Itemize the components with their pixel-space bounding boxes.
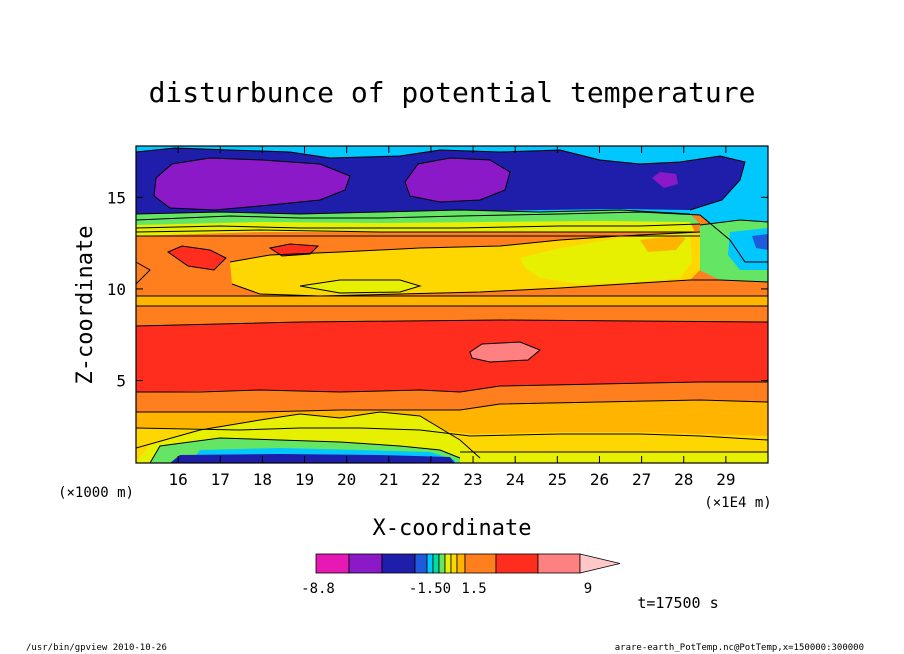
- time-label: t=17500 s: [637, 594, 718, 612]
- contour-fills: [136, 146, 768, 463]
- colorbar-label-pos: 1.5: [461, 581, 486, 597]
- x-unit-left-label: (×1000 m): [58, 485, 134, 501]
- colorbar-label-min: -8.8: [301, 581, 335, 597]
- x-tick-label: 17: [211, 470, 230, 489]
- colorbar-segment: [432, 553, 440, 574]
- chart-title: disturbunce of potential temperature: [149, 76, 756, 109]
- contour-fill-upper-violet-3: [652, 172, 678, 188]
- x-tick-label: 21: [379, 470, 398, 489]
- colorbar-labels: -8.8 -1.50 1.5 9: [301, 581, 592, 597]
- y-tick-label: 5: [116, 372, 126, 391]
- colorbar-segment: [381, 553, 416, 574]
- x-tick-label: 27: [632, 470, 651, 489]
- x-tick-label: 20: [337, 470, 356, 489]
- colorbar-label-max: 9: [584, 581, 592, 597]
- y-tick-label: 10: [107, 280, 126, 299]
- plot-frame: [135, 145, 769, 464]
- colorbar-label-neg: -1.50: [409, 581, 451, 597]
- colorbar: [315, 553, 621, 574]
- x-axis-label: X-coordinate: [373, 516, 532, 541]
- contour-lines: [136, 147, 768, 463]
- x-tick-label: 24: [506, 470, 525, 489]
- x-tick-label: 28: [674, 470, 693, 489]
- colorbar-segment: [315, 553, 350, 574]
- x-tick-label: 29: [716, 470, 735, 489]
- x-tick-label: 22: [421, 470, 440, 489]
- colorbar-segment: [450, 553, 458, 574]
- colorbar-segment: [495, 553, 539, 574]
- footer-right: arare-earth_PotTemp.nc@PotTemp,x=150000:…: [615, 643, 864, 653]
- contour-fill-red-core: [136, 320, 768, 392]
- contour-fill-pink-blob: [470, 342, 540, 362]
- contour-fill-upper-violet-2: [405, 158, 510, 202]
- y-tick-label: 15: [107, 188, 126, 207]
- contour-fill-surface-yellow-right: [460, 452, 768, 463]
- contour-fill-mid-red-1: [168, 246, 226, 270]
- contour-fill-lower-lightorange: [136, 400, 768, 440]
- colorbar-segment: [464, 553, 497, 574]
- contour-fill-thin-band: [136, 296, 768, 306]
- x-tick-label: 19: [295, 470, 314, 489]
- colorbar-segment: [348, 553, 383, 574]
- x-axis-ticks: 16 17 18 19 20 21 22 23 24 25 26 27 28 29: [169, 146, 735, 489]
- contour-fill-lower-orange: [136, 382, 768, 412]
- x-tick-label: 18: [253, 470, 272, 489]
- colorbar-extension-arrow: [579, 553, 621, 574]
- x-tick-label: 23: [463, 470, 482, 489]
- y-axis-label: Z-coordinate: [73, 226, 98, 385]
- contour-fill-surface-blue: [170, 454, 455, 463]
- colorbar-segment: [444, 553, 452, 574]
- contour-fill-mid-lightyellow-2: [300, 280, 420, 293]
- x-tick-label: 25: [548, 470, 567, 489]
- x-unit-right-label: (×1E4 m): [704, 495, 771, 511]
- colorbar-segment: [426, 553, 434, 574]
- contour-fill-right-blue: [752, 234, 768, 250]
- contour-fill-mid-orange-pocket: [640, 236, 686, 252]
- footer-left: /usr/bin/gpview 2010-10-26: [26, 643, 167, 653]
- x-tick-label: 16: [169, 470, 188, 489]
- colorbar-segment: [537, 553, 581, 574]
- colorbar-segment: [456, 553, 466, 574]
- y-axis-ticks: 5 10 15: [107, 188, 768, 391]
- contour-fill-upper-violet-1: [154, 158, 350, 210]
- x-tick-label: 26: [590, 470, 609, 489]
- colorbar-segment: [438, 553, 446, 574]
- colorbar-segment: [414, 553, 428, 574]
- plot-area: 16 17 18 19 20 21 22 23 24 25 26 27 28 29 5 10 15: [107, 145, 769, 489]
